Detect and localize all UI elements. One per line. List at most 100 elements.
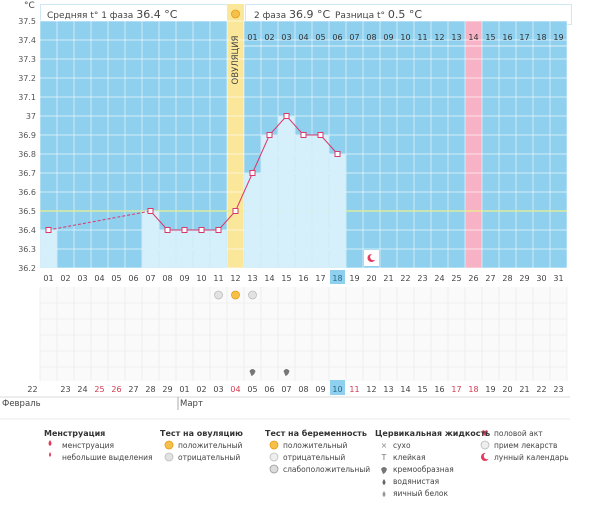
calendar-date: 06	[264, 385, 274, 394]
x-tick-label: 10	[196, 274, 206, 283]
ovulation-negative-icon	[248, 290, 257, 300]
calendar-date: 27	[128, 385, 138, 394]
cervical-eggwhite-icon	[382, 491, 386, 497]
phase2-label: 2 фаза	[254, 11, 287, 21]
calendar-date: 07	[281, 385, 291, 394]
phase2-day-label: 13	[451, 33, 461, 42]
phase2-day-label: 03	[281, 33, 291, 42]
temperature-bar-14	[261, 135, 278, 268]
y-tick-label: 36.7	[18, 169, 36, 178]
phase1-stat: Средняя t° 1 фаза 36.4 °C	[47, 8, 177, 21]
calendar-date: 18	[468, 385, 478, 394]
pregnancy-positive-legend-icon	[269, 440, 279, 450]
temperature-bar-16	[295, 135, 312, 268]
sun-icon	[231, 9, 240, 19]
phase2-day-label: 06	[332, 33, 342, 42]
y-tick-label: 37.1	[18, 93, 36, 102]
x-tick-label: 27	[485, 274, 495, 283]
calendar-date: 29	[162, 385, 172, 394]
x-tick-label: 17	[315, 274, 325, 283]
temperature-point-16	[300, 132, 307, 138]
marked-day-column	[465, 21, 482, 268]
ovulation-negative-icon	[214, 290, 223, 300]
y-tick-label: 37.2	[18, 74, 36, 83]
calendar-date: 26	[111, 385, 121, 394]
calendar-date: 04	[230, 385, 240, 394]
legend-cervical-sticky: клейкая	[393, 453, 426, 462]
phase2-day-label: 04	[298, 33, 308, 42]
legend-cervical-title: Цервикальная жидкость	[375, 429, 491, 438]
spotting-drop-icon	[49, 452, 51, 457]
phase2-day-label: 08	[366, 33, 376, 42]
legend-cervical-eggwhite: яичный белок	[393, 489, 449, 498]
phase1-label: Средняя t° 1 фаза	[47, 11, 134, 21]
legend-pregnancy-weak: слабоположительный	[283, 465, 371, 474]
legend-cervical-creamy: кремообразная	[393, 465, 454, 474]
x-tick-label: 29	[519, 274, 529, 283]
y-tick-label: 37.3	[18, 55, 36, 64]
calendar-date: 13	[383, 385, 393, 394]
x-tick-label: 03	[77, 274, 87, 283]
x-tick-label: 24	[434, 274, 444, 283]
highlighted-day-box	[330, 270, 345, 284]
menstruation-drop-icon	[48, 440, 52, 446]
temperature-point-11	[215, 227, 222, 233]
cervical-creamy-icon	[283, 369, 290, 376]
temperature-point-09	[181, 227, 188, 233]
y-tick-label: 36.2	[18, 264, 36, 273]
chart-bars-layer	[40, 116, 346, 268]
ovulation-positive-icon	[231, 290, 240, 300]
phase2-day-label: 07	[349, 33, 359, 42]
temperature-bar-07	[142, 211, 159, 268]
x-tick-label: 07	[145, 274, 155, 283]
legend-cervical-watery: водянистая	[393, 477, 440, 486]
pill-icon	[480, 440, 490, 450]
calendar-date: 22	[536, 385, 546, 394]
phase2-value: 36.9 °C	[288, 8, 331, 21]
x-tick-label: 19	[349, 274, 359, 283]
diff-value: 0.5 °C	[387, 8, 423, 21]
temperature-point-08	[164, 227, 171, 233]
legend-ovulation-test-title: Тест на овуляцию	[160, 429, 243, 438]
calendar-date: 22	[27, 385, 37, 394]
y-tick-label: 36.5	[18, 207, 36, 216]
phase2-day-label: 17	[519, 33, 529, 42]
x-tick-label: 08	[162, 274, 172, 283]
temperature-bar-17	[312, 135, 329, 268]
phase2-day-label: 12	[434, 33, 444, 42]
x-tick-label: 05	[111, 274, 121, 283]
y-tick-label: 36.6	[18, 188, 36, 197]
x-tick-label: 28	[502, 274, 512, 283]
x-tick-label: 06	[128, 274, 138, 283]
lunar-crescent-cut	[370, 253, 377, 261]
cervical-dry-icon: ×	[381, 441, 388, 450]
temperature-bar-11	[210, 230, 227, 268]
x-tick-label: 30	[536, 274, 546, 283]
diff-stat: Разница t° 0.5 °C	[335, 8, 422, 21]
calendar-date: 21	[519, 385, 529, 394]
calendar-date: 09	[315, 385, 325, 394]
phase2-day-label: 15	[485, 33, 495, 42]
x-tick-label: 11	[213, 274, 223, 283]
y-tick-label: 36.8	[18, 150, 36, 159]
y-unit-label: °C	[24, 1, 35, 11]
calendar-date: 19	[485, 385, 495, 394]
temperature-point-07	[147, 208, 154, 214]
calendar-date: 25	[94, 385, 104, 394]
x-tick-label: 14	[264, 274, 274, 283]
x-tick-label: 20	[366, 274, 376, 283]
calendar-date: 14	[400, 385, 410, 394]
calendar-date: 08	[298, 385, 308, 394]
chart-grid-layer	[39, 20, 568, 381]
x-tick-label: 12	[230, 274, 240, 283]
calendar-date: 10	[332, 385, 342, 394]
cervical-watery-icon	[382, 479, 386, 485]
temperature-bar-15	[278, 116, 295, 268]
phase2-day-label: 05	[315, 33, 325, 42]
legend-ovulation-positive: положительный	[178, 441, 243, 450]
x-tick-label: 16	[298, 274, 308, 283]
x-tick-label: 25	[451, 274, 461, 283]
x-tick-label: 21	[383, 274, 393, 283]
